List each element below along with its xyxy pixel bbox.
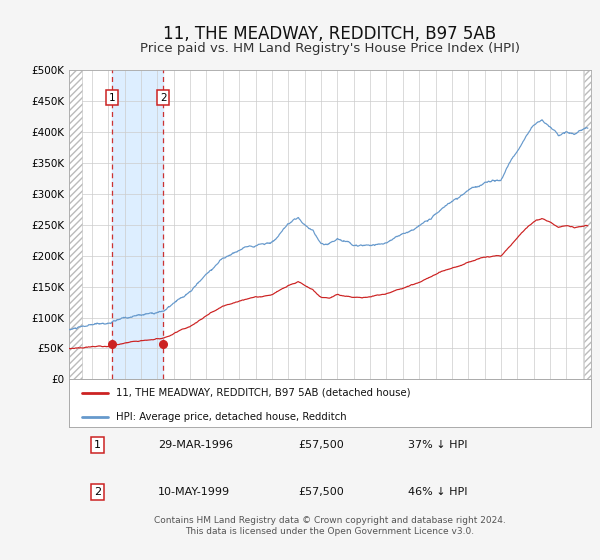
Text: Contains HM Land Registry data © Crown copyright and database right 2024.
This d: Contains HM Land Registry data © Crown c… — [154, 516, 506, 536]
Text: 11, THE MEADWAY, REDDITCH, B97 5AB: 11, THE MEADWAY, REDDITCH, B97 5AB — [163, 25, 497, 43]
Text: 29-MAR-1996: 29-MAR-1996 — [158, 440, 233, 450]
Bar — [112, 70, 163, 380]
Text: 10-MAY-1999: 10-MAY-1999 — [158, 487, 230, 497]
Text: 1: 1 — [94, 440, 101, 450]
Text: 37% ↓ HPI: 37% ↓ HPI — [409, 440, 468, 450]
Text: Price paid vs. HM Land Registry's House Price Index (HPI): Price paid vs. HM Land Registry's House … — [140, 42, 520, 55]
Text: 2: 2 — [160, 93, 167, 103]
Text: £57,500: £57,500 — [299, 487, 344, 497]
Text: 2: 2 — [94, 487, 101, 497]
Text: HPI: Average price, detached house, Redditch: HPI: Average price, detached house, Redd… — [116, 412, 347, 422]
Text: 46% ↓ HPI: 46% ↓ HPI — [409, 487, 468, 497]
Text: £57,500: £57,500 — [299, 440, 344, 450]
Text: 1: 1 — [109, 93, 115, 103]
Text: 11, THE MEADWAY, REDDITCH, B97 5AB (detached house): 11, THE MEADWAY, REDDITCH, B97 5AB (deta… — [116, 388, 410, 398]
